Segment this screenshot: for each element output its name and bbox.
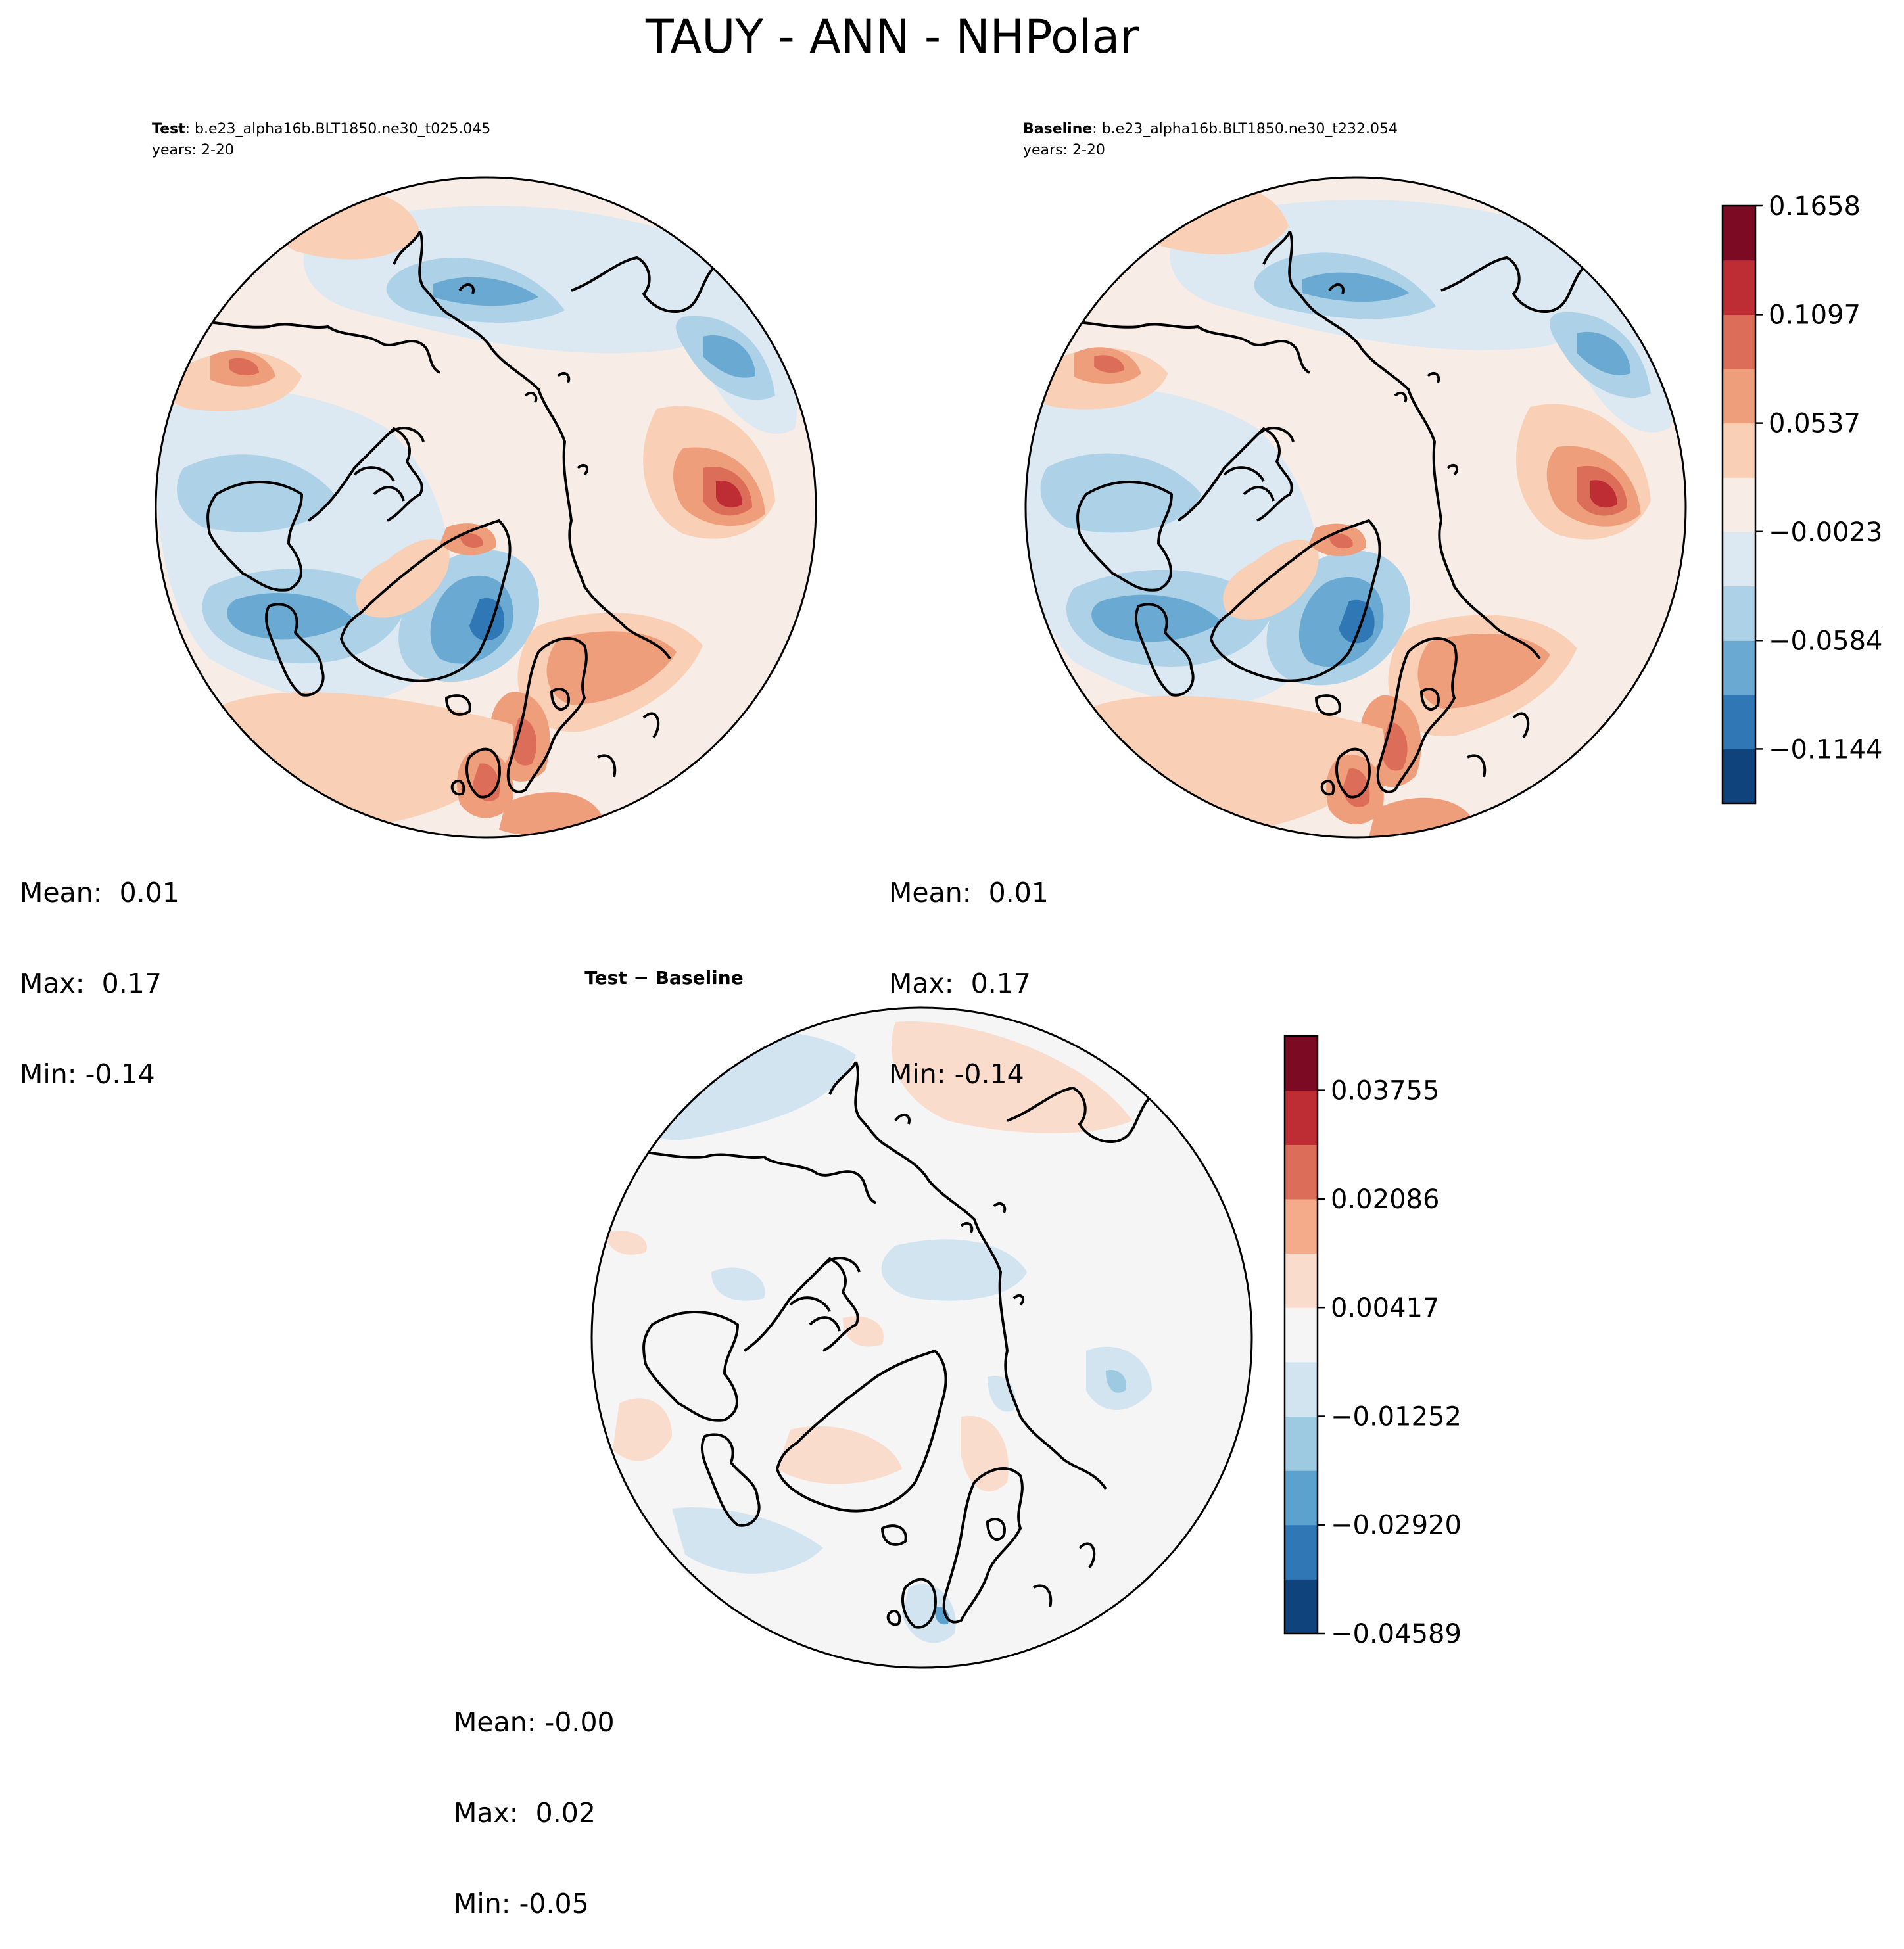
main-colorbar-segment (1723, 749, 1755, 804)
diff-colorbar-tick-label: 0.00417 (1331, 1293, 1439, 1323)
diff-colorbar-segment (1285, 1361, 1318, 1417)
diff-colorbar-segment (1285, 1090, 1318, 1145)
main-colorbar-tick-label: −0.0023 (1769, 517, 1882, 548)
diff-colorbar-segment (1285, 1524, 1318, 1580)
diff-stats: Mean: -0.00 Max: 0.02 Min: -0.05 (454, 1647, 615, 1949)
diff-stat-min: Min: -0.05 (454, 1888, 589, 1919)
diff-colorbar-segment (1285, 1307, 1318, 1363)
baseline-label: Baseline (1023, 121, 1092, 137)
main-colorbar-tick-label: −0.0584 (1769, 626, 1882, 656)
test-map-boundary (155, 176, 817, 839)
baseline-map-boundary (1024, 176, 1687, 839)
main-colorbar-segment (1723, 477, 1755, 532)
baseline-years: years: 2-20 (1023, 142, 1105, 158)
diff-colorbar-tick-label: −0.02920 (1331, 1511, 1462, 1541)
main-colorbar-tick-label: 0.1658 (1769, 191, 1861, 222)
svg-text:Test: b.e23_alpha16b.BLT1850.n: Test: b.e23_alpha16b.BLT1850.ne30_t025.0… (152, 121, 490, 137)
main-colorbar-tick-label: 0.1097 (1769, 300, 1861, 330)
main-colorbar-segment (1723, 260, 1755, 316)
baseline-stats: Mean: 0.01 Max: 0.17 Min: -0.14 (889, 817, 1049, 1119)
test-stat-max: Max: 0.17 (20, 968, 162, 999)
diff-colorbar-tick-label: 0.02086 (1331, 1185, 1439, 1215)
figure-title: TAUY - ANN - NHPolar (645, 10, 1139, 64)
svg-text:Baseline: b.e23_alpha16b.BLT18: Baseline: b.e23_alpha16b.BLT1850.ne30_t2… (1023, 121, 1398, 137)
baseline-stat-min: Min: -0.14 (889, 1058, 1024, 1090)
main-colorbar-segment (1723, 640, 1755, 695)
main-colorbar-tick-label: 0.0537 (1769, 409, 1861, 439)
test-stats: Mean: 0.01 Max: 0.17 Min: -0.14 (20, 817, 179, 1119)
diff-colorbar-segment (1285, 1036, 1318, 1091)
test-years: years: 2-20 (152, 142, 234, 158)
diff-colorbar-segment (1285, 1416, 1318, 1471)
diff-map-boundary (590, 1006, 1253, 1669)
main-colorbar-segment (1723, 423, 1755, 478)
diff-colorbar-segment (1285, 1253, 1318, 1308)
main-colorbar-segment (1723, 206, 1755, 261)
figure: TAUY - ANN - NHPolar Test: b.e23_alpha16… (152, 10, 1882, 1669)
diff-colorbar: 0.03755 0.02086 0.00417 −0.01252 −0.02920 −0.… (1283, 1035, 1462, 1649)
diff-colorbar-frame (1283, 1035, 1319, 1635)
main-colorbar-segment (1723, 314, 1755, 369)
baseline-case-name: : b.e23_alpha16b.BLT1850.ne30_t232.054 (1092, 121, 1398, 137)
baseline-panel-header: Baseline: b.e23_alpha16b.BLT1850.ne30_t2… (1023, 121, 1398, 158)
test-label: Test (152, 121, 185, 137)
baseline-stat-max: Max: 0.17 (889, 968, 1031, 999)
diff-colorbar-tick-label: 0.03755 (1331, 1076, 1439, 1106)
diff-colorbar-segment (1285, 1470, 1318, 1526)
diff-colorbar-segment (1285, 1579, 1318, 1634)
main-colorbar: 0.1658 0.1097 0.0537 −0.0023 −0.0584 −0.1144 (1721, 191, 1882, 805)
main-colorbar-segment (1723, 694, 1755, 750)
diff-colorbar-tick-label: −0.01252 (1331, 1401, 1462, 1432)
main-colorbar-segment (1723, 369, 1755, 424)
diff-stat-mean: Mean: -0.00 (454, 1706, 615, 1738)
diff-colorbar-segment (1285, 1144, 1318, 1200)
diff-colorbar-segment (1285, 1198, 1318, 1254)
test-stat-min: Min: -0.14 (20, 1058, 155, 1090)
baseline-stat-mean: Mean: 0.01 (889, 877, 1049, 908)
test-map (156, 177, 816, 837)
test-case-name: : b.e23_alpha16b.BLT1850.ne30_t025.045 (185, 121, 491, 137)
test-stat-mean: Mean: 0.01 (20, 877, 179, 908)
main-colorbar-segment (1723, 586, 1755, 641)
baseline-map (1026, 177, 1686, 837)
diff-panel-title: Test − Baseline (584, 967, 743, 989)
main-colorbar-segment (1723, 531, 1755, 586)
diff-stat-max: Max: 0.02 (454, 1797, 596, 1829)
test-panel-header: Test: b.e23_alpha16b.BLT1850.ne30_t025.0… (152, 121, 490, 158)
diff-colorbar-tick-label: −0.04589 (1331, 1619, 1462, 1649)
main-colorbar-tick-label: −0.1144 (1769, 734, 1882, 764)
main-colorbar-frame (1721, 204, 1757, 805)
